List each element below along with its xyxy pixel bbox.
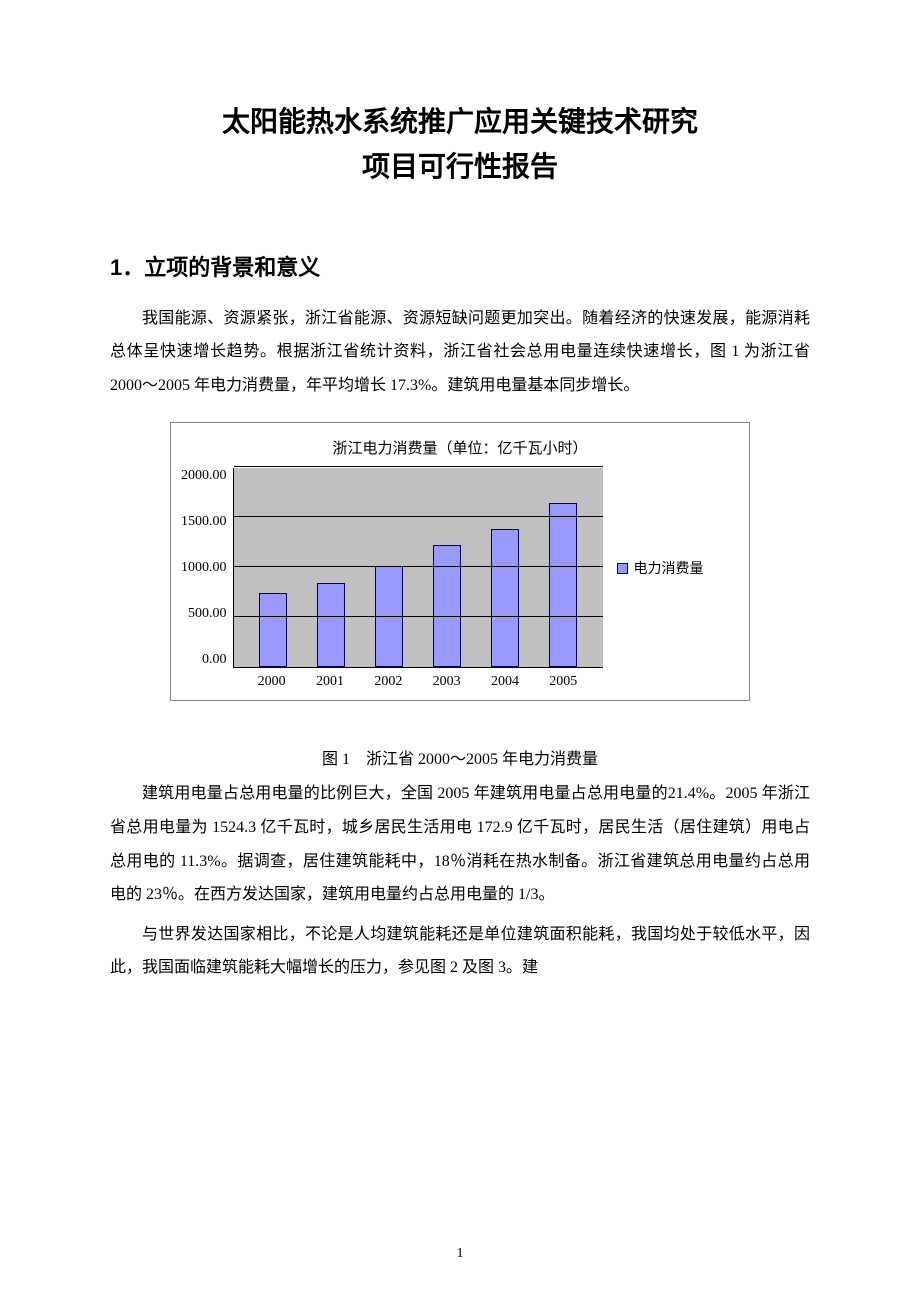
chart-x-axis-labels: 2000 2001 2002 2003 2004 2005: [233, 668, 603, 690]
figure-1-caption: 图 1 浙江省 2000～2005 年电力消费量: [110, 745, 810, 769]
chart-x-tick-label: 2002: [374, 674, 402, 690]
paragraph-3: 与世界发达国家相比，不论是人均建筑能耗还是单位建筑面积能耗，我国均处于较低水平，…: [110, 918, 810, 985]
chart-y-tick-label: 1000.00: [181, 560, 227, 576]
chart-x-tick-label: 2005: [549, 674, 577, 690]
chart-x-tick-label: 2000: [258, 674, 286, 690]
chart-y-tick-label: 2000.00: [181, 468, 227, 484]
chart-gridline: [234, 566, 603, 567]
chart-legend: 电力消费量: [617, 558, 704, 578]
chart-bar: [259, 593, 287, 667]
chart-body: 2000.00 1500.00 1000.00 500.00 0.00 2000 2001…: [181, 468, 739, 690]
chart-y-tick-label: 1500.00: [181, 514, 227, 530]
chart-bars-container: [234, 468, 603, 667]
document-title-line2: 项目可行性报告: [110, 145, 810, 190]
chart-plot-column: 2000 2001 2002 2003 2004 2005: [233, 468, 603, 690]
chart-plot-area: [233, 468, 603, 668]
document-page: 太阳能热水系统推广应用关键技术研究 项目可行性报告 1．立项的背景和意义 我国能…: [0, 0, 920, 1302]
page-number: 1: [0, 1246, 920, 1262]
section-1-heading: 1．立项的背景和意义: [110, 250, 810, 282]
paragraph-intro: 我国能源、资源紧张，浙江省能源、资源短缺问题更加突出。随着经济的快速发展，能源消…: [110, 302, 810, 403]
chart-gridline: [234, 616, 603, 617]
chart-y-axis-labels: 2000.00 1500.00 1000.00 500.00 0.00: [181, 468, 233, 668]
chart-y-tick-label: 0.00: [202, 652, 227, 668]
document-title-line1: 太阳能热水系统推广应用关键技术研究: [110, 100, 810, 145]
chart-bar: [317, 583, 345, 667]
legend-swatch-icon: [617, 563, 628, 574]
chart-x-tick-label: 2003: [433, 674, 461, 690]
chart-title: 浙江电力消费量（单位：亿千瓦小时）: [181, 437, 739, 458]
chart-gridline: [234, 466, 603, 467]
chart-gridline: [234, 516, 603, 517]
chart-bar: [433, 545, 461, 667]
chart-x-tick-label: 2001: [316, 674, 344, 690]
electricity-bar-chart: 浙江电力消费量（单位：亿千瓦小时） 2000.00 1500.00 1000.00 5…: [170, 422, 750, 701]
chart-bar: [549, 503, 577, 667]
legend-label: 电力消费量: [634, 558, 704, 578]
paragraph-2: 建筑用电量占总用电量的比例巨大，全国 2005 年建筑用电量占总用电量的21.4…: [110, 777, 810, 911]
chart-y-tick-label: 500.00: [188, 606, 227, 622]
chart-bar: [491, 529, 519, 667]
chart-x-tick-label: 2004: [491, 674, 519, 690]
